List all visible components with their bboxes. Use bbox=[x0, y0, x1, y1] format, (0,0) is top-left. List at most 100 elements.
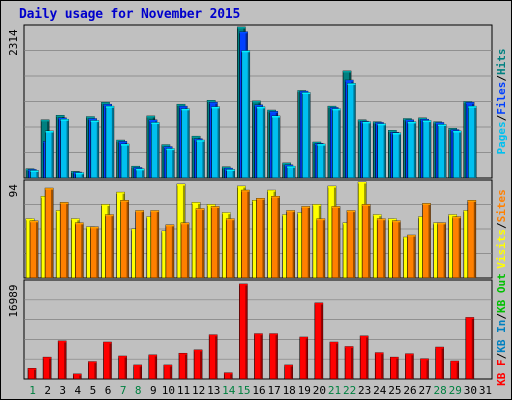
bar-pages-day-25 bbox=[392, 132, 402, 179]
x-tick-label-day-8: 8 bbox=[135, 384, 142, 397]
x-tick-label-day-2: 2 bbox=[44, 384, 51, 397]
bar-kbf-day-24 bbox=[374, 352, 384, 380]
bar-sites-day-26 bbox=[407, 234, 416, 279]
bar-kbf-day-4 bbox=[72, 373, 82, 380]
bar-kbf-day-15 bbox=[239, 283, 248, 380]
bar-sites-day-16 bbox=[256, 198, 265, 279]
panel-visits-ymax-label: 94 bbox=[7, 184, 20, 198]
bar-pages-day-28 bbox=[437, 124, 447, 179]
bar-pages-day-4 bbox=[75, 172, 84, 179]
x-tick-label-day-9: 9 bbox=[150, 384, 157, 397]
bar-kbf-day-10 bbox=[163, 364, 173, 380]
panel-hits: 2314 Pages/Files/Hits bbox=[7, 24, 508, 179]
panel-kb-ymax-label: 16989 bbox=[7, 284, 20, 317]
bar-pages-day-29 bbox=[452, 130, 462, 179]
bar-pages-day-27 bbox=[422, 120, 432, 179]
x-axis-day-labels: 1 2 3 4 5 6 7 8 9 10 11 12 13 14 15 16 17 18 19 20 21 22 23 24 2… bbox=[29, 384, 492, 397]
bar-kbf-day-8 bbox=[133, 364, 142, 380]
bar-kbf-day-19 bbox=[299, 336, 309, 380]
x-tick-label-day-7: 7 bbox=[120, 384, 127, 397]
bar-kbf-day-27 bbox=[420, 358, 429, 380]
x-tick-label-day-21: 21 bbox=[328, 384, 341, 397]
panel-kb: 16989 KB F/KB In/KB Out bbox=[7, 273, 508, 386]
bar-pages-day-5 bbox=[90, 120, 100, 179]
legend-item: Files bbox=[495, 82, 508, 115]
bar-pages-day-12 bbox=[196, 139, 205, 179]
x-tick-label-day-4: 4 bbox=[75, 384, 82, 397]
x-tick-label-day-15: 15 bbox=[237, 384, 250, 397]
bar-kbf-day-16 bbox=[254, 333, 263, 380]
bar-kbf-day-21 bbox=[329, 341, 339, 380]
bar-kbf-day-7 bbox=[118, 355, 127, 380]
bar-sites-day-27 bbox=[422, 203, 431, 279]
x-tick-label-day-6: 6 bbox=[105, 384, 112, 397]
bar-pages-day-8 bbox=[135, 168, 145, 179]
bar-kbf-day-14 bbox=[223, 372, 233, 380]
bar-pages-day-22 bbox=[347, 83, 356, 179]
bar-pages-day-26 bbox=[407, 121, 417, 179]
x-tick-label-day-14: 14 bbox=[222, 384, 236, 397]
bar-kbf-day-11 bbox=[178, 352, 188, 380]
bar-pages-day-13 bbox=[211, 106, 220, 179]
x-tick-label-day-27: 27 bbox=[418, 384, 431, 397]
bar-pages-day-9 bbox=[150, 122, 160, 179]
bar-pages-day-23 bbox=[362, 121, 371, 179]
bar-sites-day-25 bbox=[392, 220, 401, 279]
panel-visits-legend: Visits/Sites bbox=[495, 189, 508, 269]
bar-sites-day-3 bbox=[59, 202, 69, 279]
bar-sites-day-17 bbox=[271, 195, 280, 279]
bar-kbf-day-25 bbox=[390, 356, 399, 380]
bar-kbf-day-17 bbox=[269, 333, 278, 380]
bar-sites-day-13 bbox=[210, 206, 220, 279]
x-tick-label-day-3: 3 bbox=[59, 384, 66, 397]
bar-sites-day-10 bbox=[165, 224, 175, 279]
x-tick-label-day-19: 19 bbox=[298, 384, 311, 397]
bar-pages-day-18 bbox=[286, 165, 296, 179]
bar-pages-day-10 bbox=[165, 148, 175, 179]
bar-sites-day-2 bbox=[44, 187, 54, 279]
bar-kbf-day-5 bbox=[88, 361, 97, 380]
x-tick-label-day-28: 28 bbox=[434, 384, 447, 397]
x-tick-label-day-24: 24 bbox=[373, 384, 387, 397]
x-tick-label-day-10: 10 bbox=[162, 384, 175, 397]
panel-hits-bars bbox=[25, 26, 477, 179]
bar-sites-day-18 bbox=[286, 210, 295, 279]
bar-pages-day-2 bbox=[45, 130, 54, 179]
bar-sites-day-6 bbox=[105, 214, 114, 279]
bar-sites-day-5 bbox=[90, 226, 99, 279]
bar-kbf-day-29 bbox=[450, 360, 460, 380]
bar-sites-day-12 bbox=[195, 208, 205, 279]
bar-sites-day-1 bbox=[29, 220, 39, 279]
bar-kbf-day-9 bbox=[148, 354, 158, 380]
legend-text: Pages/Files/Hits bbox=[495, 49, 508, 155]
bar-sites-day-22 bbox=[346, 210, 356, 279]
legend-text: Visits/Sites bbox=[495, 189, 508, 269]
x-tick-label-day-22: 22 bbox=[343, 384, 356, 397]
x-tick-label-day-23: 23 bbox=[358, 384, 371, 397]
bar-pages-day-30 bbox=[467, 105, 477, 179]
bar-sites-day-15 bbox=[241, 189, 250, 279]
legend-item: Sites bbox=[495, 189, 508, 222]
bar-sites-day-28 bbox=[437, 222, 446, 279]
bar-kbf-day-23 bbox=[359, 335, 369, 380]
x-tick-label-day-17: 17 bbox=[267, 384, 280, 397]
bar-kbf-day-2 bbox=[42, 356, 52, 380]
bar-sites-day-19 bbox=[301, 206, 311, 279]
x-tick-label-day-31: 31 bbox=[479, 384, 492, 397]
bar-sites-day-23 bbox=[361, 204, 371, 279]
chart-title: Daily usage for November 2015 bbox=[19, 7, 241, 22]
bar-kbf-day-12 bbox=[193, 349, 203, 380]
bar-kbf-day-6 bbox=[103, 341, 112, 380]
legend-item: KB F bbox=[495, 359, 508, 386]
bar-pages-day-20 bbox=[316, 143, 326, 179]
bar-sites-day-14 bbox=[225, 218, 235, 279]
bar-sites-day-24 bbox=[376, 218, 386, 279]
legend-item: Pages bbox=[495, 121, 508, 154]
bar-pages-day-11 bbox=[181, 108, 190, 179]
legend-item: Visits bbox=[495, 229, 508, 269]
bar-sites-day-4 bbox=[74, 222, 84, 279]
panel-hits-legend: Pages/Files/Hits bbox=[495, 49, 508, 155]
x-tick-label-day-30: 30 bbox=[464, 384, 477, 397]
bar-sites-day-11 bbox=[180, 222, 190, 279]
